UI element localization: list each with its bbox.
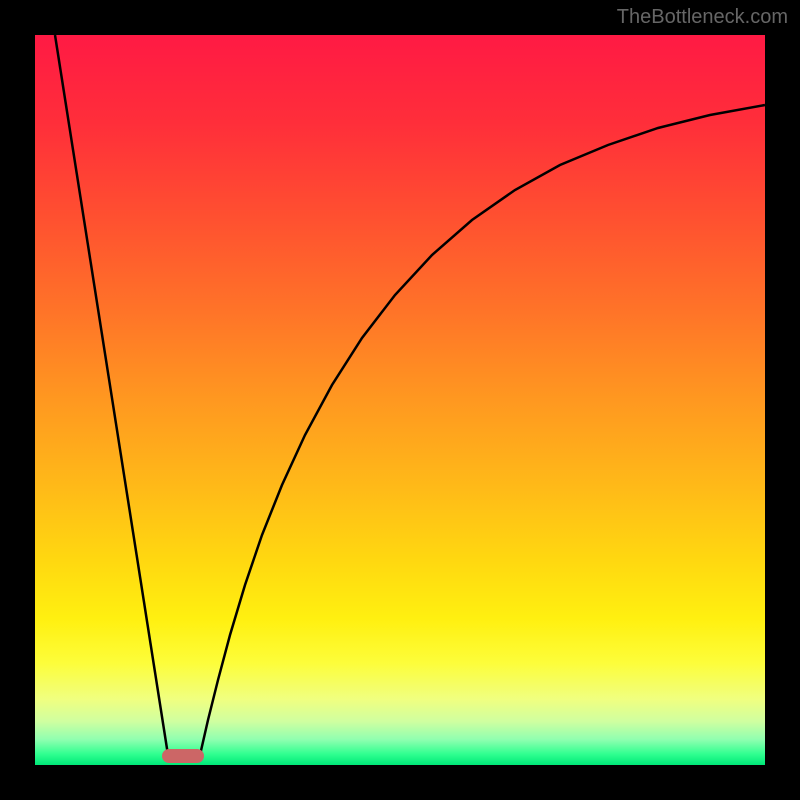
watermark-text: TheBottleneck.com (617, 6, 788, 29)
plot-background (35, 35, 765, 765)
bottleneck-chart (0, 0, 800, 800)
bottleneck-marker (162, 749, 204, 763)
chart-container: TheBottleneck.com (0, 0, 800, 800)
